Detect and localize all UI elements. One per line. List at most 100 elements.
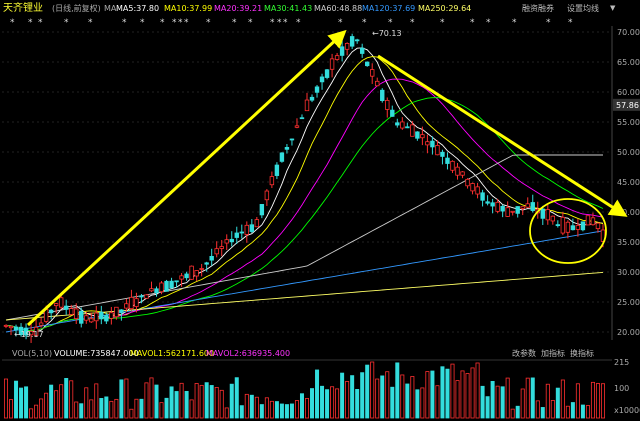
candle-body[interactable] bbox=[13, 326, 19, 331]
event-star-icon[interactable]: * bbox=[232, 18, 237, 28]
volume-bar[interactable] bbox=[380, 375, 385, 419]
volume-bar[interactable] bbox=[154, 384, 159, 419]
candle-body[interactable] bbox=[119, 309, 124, 313]
volume-bar[interactable] bbox=[44, 392, 49, 419]
candle-body[interactable] bbox=[79, 310, 84, 324]
volume-bar[interactable] bbox=[600, 383, 605, 419]
candle-body[interactable] bbox=[485, 201, 490, 204]
candle-body[interactable] bbox=[560, 216, 566, 234]
volume-bar[interactable] bbox=[420, 387, 425, 419]
candle-body[interactable] bbox=[329, 58, 335, 70]
candle-body[interactable] bbox=[415, 131, 420, 139]
volume-bar[interactable] bbox=[259, 404, 264, 419]
volume-bar[interactable] bbox=[365, 364, 370, 419]
volume-bar[interactable] bbox=[214, 386, 219, 419]
volume-bar[interactable] bbox=[64, 378, 69, 419]
volume-bar[interactable] bbox=[400, 374, 405, 419]
candle-body[interactable] bbox=[254, 219, 260, 228]
candle-body[interactable] bbox=[465, 178, 470, 187]
candle-body[interactable] bbox=[440, 151, 445, 157]
volume-bar[interactable] bbox=[219, 389, 224, 419]
volume-bar[interactable] bbox=[520, 388, 525, 419]
volume-bar[interactable] bbox=[495, 385, 500, 419]
volume-bar[interactable] bbox=[480, 385, 485, 419]
volume-bar[interactable] bbox=[550, 399, 555, 419]
candle-body[interactable] bbox=[94, 312, 99, 322]
candle-body[interactable] bbox=[490, 202, 495, 207]
volume-bar[interactable] bbox=[39, 398, 44, 419]
candle-body[interactable] bbox=[53, 303, 59, 307]
candle-body[interactable] bbox=[590, 217, 596, 226]
candle-body[interactable] bbox=[184, 273, 189, 279]
set-ma-button[interactable]: 设置均线 bbox=[567, 4, 599, 13]
volume-bar[interactable] bbox=[34, 404, 39, 419]
volume-bar[interactable] bbox=[470, 367, 475, 419]
candle-body[interactable] bbox=[460, 171, 465, 176]
candle-body[interactable] bbox=[204, 262, 209, 265]
volume-bar[interactable] bbox=[580, 404, 585, 419]
volume-bar[interactable] bbox=[555, 387, 560, 419]
stock-name[interactable]: 天齐锂业 bbox=[3, 3, 43, 14]
volume-bar[interactable] bbox=[435, 385, 440, 419]
event-star-icon[interactable]: * bbox=[122, 18, 127, 28]
volume-bar[interactable] bbox=[560, 379, 565, 419]
candle-body[interactable] bbox=[405, 126, 410, 129]
volume-bar[interactable] bbox=[500, 386, 505, 419]
candle-body[interactable] bbox=[505, 207, 510, 217]
candle-body[interactable] bbox=[364, 61, 370, 67]
volume-bar[interactable] bbox=[244, 393, 249, 419]
candle-body[interactable] bbox=[435, 145, 440, 156]
volume-bar[interactable] bbox=[445, 368, 450, 419]
volume-bar[interactable] bbox=[510, 408, 515, 419]
event-star-icon[interactable]: * bbox=[283, 18, 288, 28]
change-params-button[interactable]: 改参数 bbox=[512, 349, 536, 358]
candle-body[interactable] bbox=[565, 221, 571, 233]
candle-body[interactable] bbox=[234, 232, 239, 238]
candle-body[interactable] bbox=[149, 288, 154, 292]
volume-bar[interactable] bbox=[465, 373, 470, 419]
volume-bar[interactable] bbox=[129, 408, 134, 419]
candle-body[interactable] bbox=[28, 331, 34, 336]
volume-bar[interactable] bbox=[149, 377, 154, 419]
candle-body[interactable] bbox=[349, 36, 355, 47]
candle-body[interactable] bbox=[74, 308, 79, 319]
volume-bar[interactable] bbox=[350, 375, 355, 419]
volume-bar[interactable] bbox=[179, 382, 184, 419]
candle-body[interactable] bbox=[289, 138, 295, 141]
candle-body[interactable] bbox=[129, 296, 134, 310]
candle-body[interactable] bbox=[179, 275, 184, 280]
candle-body[interactable] bbox=[58, 297, 64, 308]
candle-body[interactable] bbox=[400, 121, 405, 129]
event-star-icon[interactable]: * bbox=[206, 18, 211, 28]
candle-body[interactable] bbox=[33, 326, 39, 336]
volume-bar[interactable] bbox=[310, 388, 315, 419]
event-star-icon[interactable]: * bbox=[28, 18, 33, 28]
candle-body[interactable] bbox=[23, 327, 29, 336]
volume-bar[interactable] bbox=[269, 400, 274, 419]
event-star-icon[interactable]: * bbox=[172, 18, 177, 28]
volume-bar[interactable] bbox=[545, 383, 550, 419]
volume-bar[interactable] bbox=[385, 371, 390, 419]
event-star-icon[interactable]: * bbox=[277, 18, 282, 28]
event-star-icon[interactable]: * bbox=[270, 18, 275, 28]
candle-body[interactable] bbox=[359, 47, 365, 54]
volume-bar[interactable] bbox=[94, 383, 99, 419]
candle-body[interactable] bbox=[515, 206, 520, 214]
candle-body[interactable] bbox=[294, 125, 300, 128]
candlestick-series[interactable] bbox=[3, 33, 606, 343]
volume-bar[interactable] bbox=[119, 379, 124, 419]
volume-bar[interactable] bbox=[460, 370, 465, 419]
event-star-icon[interactable]: * bbox=[178, 18, 183, 28]
candle-body[interactable] bbox=[520, 206, 525, 209]
candle-body[interactable] bbox=[114, 306, 119, 318]
volume-bar[interactable] bbox=[239, 405, 244, 419]
candle-body[interactable] bbox=[239, 231, 244, 234]
candle-body[interactable] bbox=[319, 76, 325, 83]
volume-bar[interactable] bbox=[84, 387, 89, 419]
volume-bar[interactable] bbox=[430, 370, 435, 419]
volume-bar[interactable] bbox=[340, 372, 345, 419]
volume-bar[interactable] bbox=[29, 408, 34, 419]
volume-bar[interactable] bbox=[304, 398, 309, 419]
event-star-icon[interactable]: * bbox=[38, 18, 43, 28]
volume-bar[interactable] bbox=[505, 377, 510, 419]
